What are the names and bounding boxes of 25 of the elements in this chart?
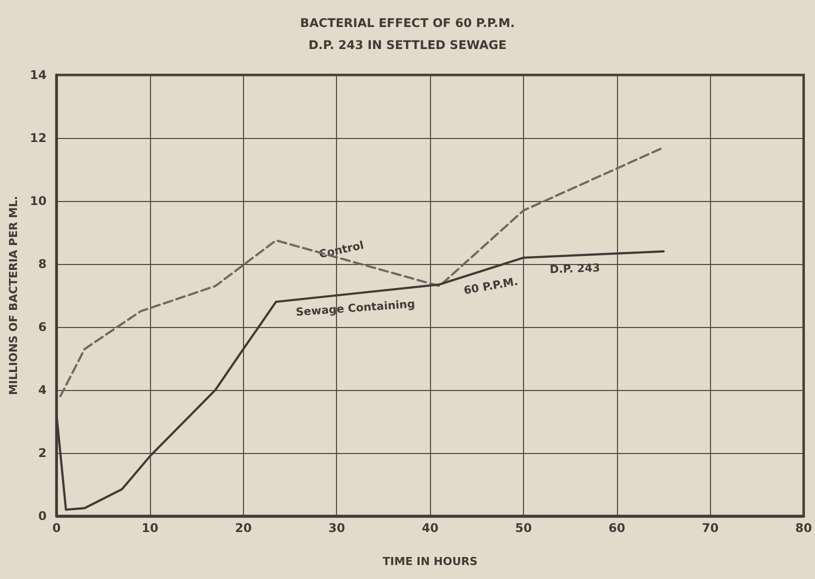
y-tick-label: 12 xyxy=(30,131,47,145)
chart-subtitle: D.P. 243 IN SETTLED SEWAGE xyxy=(308,38,507,52)
x-tick-label: 40 xyxy=(422,521,438,535)
y-tick-label: 10 xyxy=(30,194,47,208)
y-tick-label: 14 xyxy=(30,68,47,82)
y-tick-label: 8 xyxy=(38,257,47,271)
y-axis-title: MILLIONS OF BACTERIA PER ML. xyxy=(7,196,20,396)
x-tick-label: 30 xyxy=(328,521,346,535)
chart-title: BACTERIAL EFFECT OF 60 P.P.M. xyxy=(300,16,515,30)
annotation: D.P. 243 xyxy=(550,261,600,276)
x-tick-label: 80 xyxy=(795,521,812,535)
annotation: Control xyxy=(318,238,365,261)
x-tick-label: 70 xyxy=(702,521,719,535)
x-tick-label: 10 xyxy=(142,521,158,535)
x-tick-label: 50 xyxy=(515,521,532,535)
y-tick-label: 4 xyxy=(38,383,47,397)
y-tick-label: 0 xyxy=(38,509,47,523)
y-tick-label: 6 xyxy=(38,320,47,334)
x-tick-label: 20 xyxy=(235,521,252,535)
annotation: Sewage Containing xyxy=(295,297,416,319)
annotation: 60 P.P.M. xyxy=(462,274,519,298)
y-tick-label: 2 xyxy=(38,446,47,460)
x-tick-label: 0 xyxy=(52,521,61,535)
x-tick-label: 60 xyxy=(608,521,626,535)
x-axis-title: TIME IN HOURS xyxy=(382,555,478,568)
